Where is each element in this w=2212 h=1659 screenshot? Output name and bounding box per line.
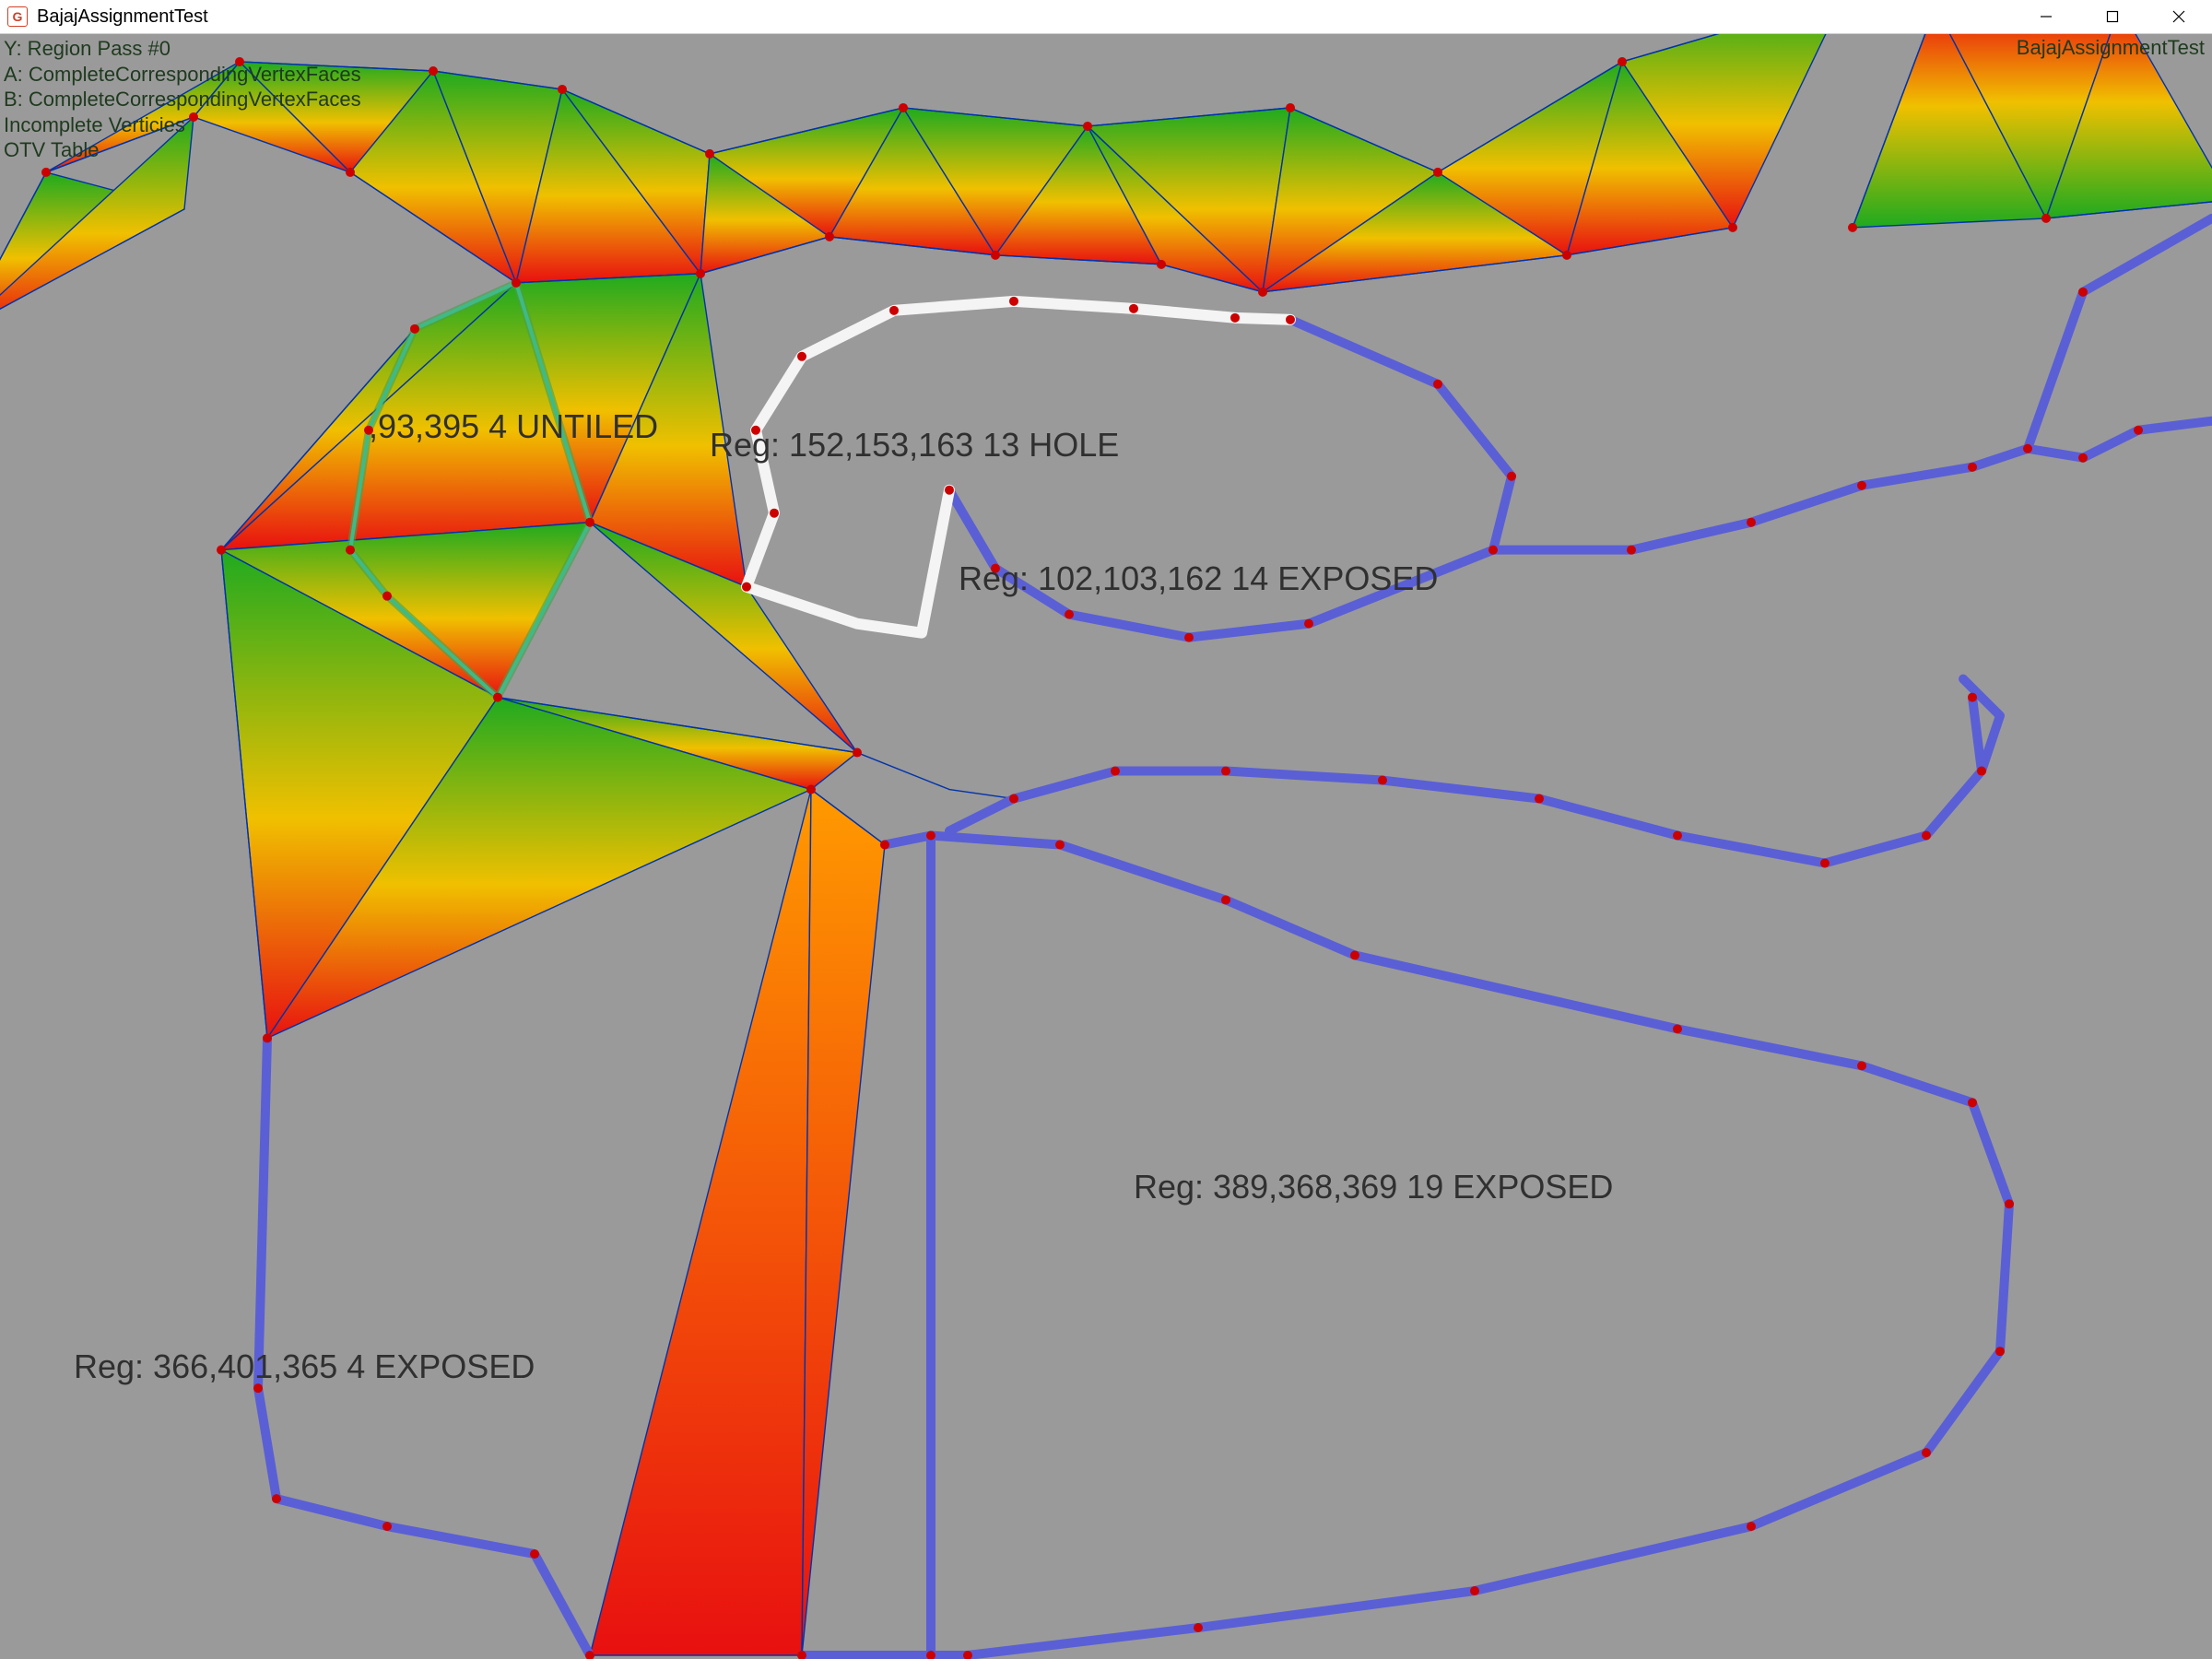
region-label: ,93,395 4 UNTILED [369, 407, 658, 446]
maximize-button[interactable] [2079, 0, 2146, 33]
app-icon: G [7, 6, 28, 27]
close-button[interactable] [2146, 0, 2212, 33]
region-label: Reg: 389,368,369 19 EXPOSED [1134, 1168, 1613, 1206]
region-label: Reg: 102,103,162 14 EXPOSED [959, 559, 1438, 598]
region-label: Reg: 366,401,365 4 EXPOSED [74, 1347, 535, 1386]
app-window: G BajajAssignmentTest [0, 0, 2212, 1659]
minimize-button[interactable] [2013, 0, 2079, 33]
mesh-canvas [0, 34, 2212, 1659]
debug-overlay-right: BajajAssignmentTest [2017, 36, 2205, 60]
viewport[interactable]: Y: Region Pass #0 A: CompleteCorrespondi… [0, 34, 2212, 1659]
window-controls [2013, 0, 2212, 33]
region-label: Reg: 152,153,163 13 HOLE [710, 426, 1119, 465]
debug-overlay-text: Y: Region Pass #0 A: CompleteCorrespondi… [4, 36, 361, 163]
titlebar[interactable]: G BajajAssignmentTest [0, 0, 2212, 34]
window-title: BajajAssignmentTest [37, 6, 208, 28]
